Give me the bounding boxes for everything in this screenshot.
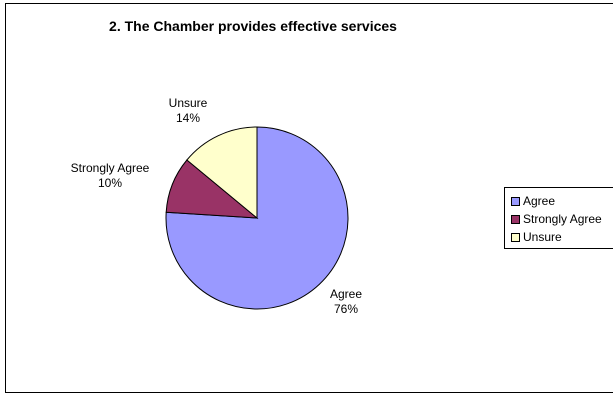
slice-value-label: 76% xyxy=(334,302,358,316)
slice-label: Strongly Agree xyxy=(71,161,150,175)
chart-title: 2. The Chamber provides effective servic… xyxy=(109,18,397,34)
legend-swatch-strongly-agree xyxy=(511,214,520,224)
legend-label: Strongly Agree xyxy=(523,212,602,226)
legend-label: Unsure xyxy=(523,230,562,244)
legend-item: Agree xyxy=(511,192,613,210)
legend-swatch-agree xyxy=(511,196,520,206)
pie-slice-unsure xyxy=(186,126,258,220)
legend-label: Agree xyxy=(523,194,556,208)
legend: Agree Strongly Agree Unsure xyxy=(504,187,613,249)
slice-label: Unsure xyxy=(169,96,208,110)
slice-label: Agree xyxy=(330,287,362,301)
legend-item: Strongly Agree xyxy=(511,210,613,228)
slice-value-label: 14% xyxy=(176,111,200,125)
slice-value-label: 10% xyxy=(98,176,122,190)
legend-swatch-unsure xyxy=(511,232,520,242)
legend-item: Unsure xyxy=(511,228,613,246)
